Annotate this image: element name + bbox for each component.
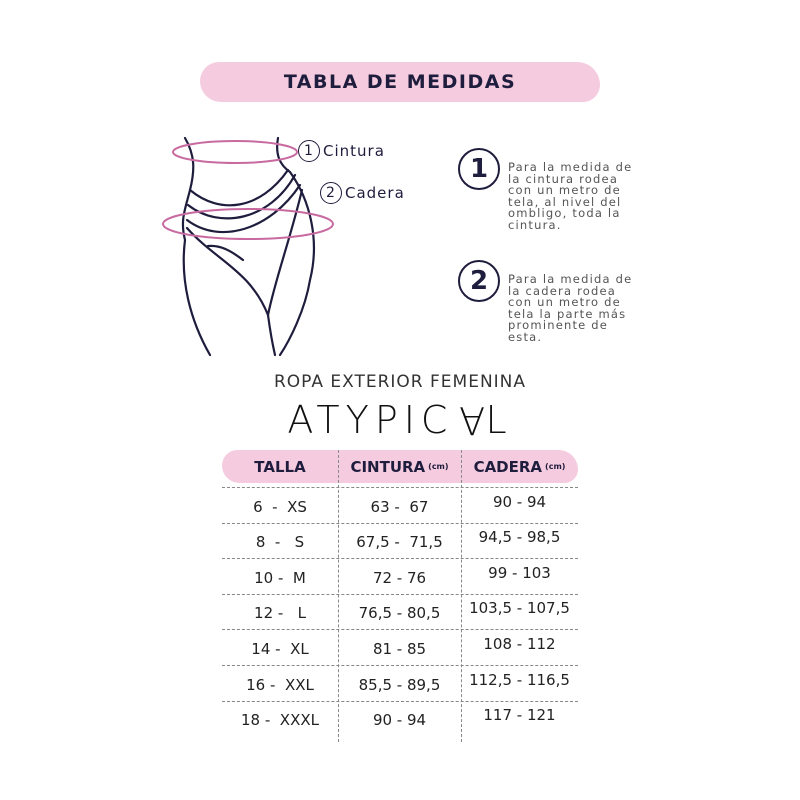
page-title: TABLA DE MEDIDAS	[283, 71, 517, 93]
title-banner: TABLA DE MEDIDAS	[200, 62, 600, 102]
row-separator	[222, 593, 578, 595]
instruction-text: Para la medida de la cintura rodea con u…	[508, 160, 633, 232]
column-divider	[461, 450, 462, 742]
header-unit: (cm)	[428, 462, 449, 471]
waist-cell: 67,5 - 71,5	[356, 533, 443, 552]
hip-cell: 112,5 - 116,5	[469, 670, 570, 689]
brand-text: L	[485, 398, 513, 442]
hip-cell: 117 - 121	[483, 706, 556, 725]
brand-text: ATYPIC	[287, 398, 454, 442]
brand-inverted-letter: A	[453, 398, 486, 442]
header-cadera: CADERA (cm)	[461, 450, 578, 483]
size-cell: 10 - M	[254, 568, 306, 587]
hip-cell: 108 - 112	[483, 634, 556, 653]
hip-cell: 99 - 103	[488, 563, 551, 582]
table-header-background	[222, 450, 578, 483]
waist-cell: 90 - 94	[372, 711, 427, 730]
number-two-circle-icon: 2	[320, 182, 342, 204]
label-cadera: 2 Cadera	[320, 182, 405, 204]
number-one-circle-icon: 1	[298, 140, 320, 162]
row-separator	[222, 629, 578, 631]
hip-cell: 94,5 - 98,5	[478, 528, 561, 547]
body-figure-illustration	[162, 136, 334, 357]
hip-cell: 103,5 - 107,5	[469, 599, 570, 618]
column-divider	[338, 450, 339, 742]
size-cell: 6 - XS	[253, 497, 307, 516]
label-cintura: 1 Cintura	[298, 140, 385, 162]
size-cell: 14 - XL	[251, 639, 309, 658]
label-text: Cadera	[345, 184, 405, 202]
subtitle: ROPA EXTERIOR FEMENINA	[273, 372, 527, 392]
number-two-circle-icon: 2	[458, 260, 500, 302]
number-one-circle-icon: 1	[458, 148, 500, 190]
instruction-text: Para la medida de la cadera rodea con un…	[508, 272, 633, 344]
size-cell: 12 - L	[254, 604, 306, 623]
waist-cell: 72 - 76	[372, 568, 427, 587]
row-separator	[222, 700, 578, 702]
waist-cell: 81 - 85	[372, 639, 427, 658]
row-separator	[222, 487, 578, 488]
header-unit: (cm)	[545, 462, 566, 471]
waist-cell: 76,5 - 80,5	[358, 604, 441, 623]
row-separator	[222, 558, 578, 560]
header-talla: TALLA	[222, 450, 338, 483]
instruction-1: 1 Para la medida de la cintura rodea con…	[458, 148, 643, 231]
header-label: CINTURA	[350, 457, 426, 476]
size-cell: 16 - XXL	[246, 675, 314, 694]
header-label: CADERA	[473, 457, 543, 476]
waist-cell: 85,5 - 89,5	[358, 675, 441, 694]
size-cell: 8 - S	[255, 533, 305, 552]
row-separator	[222, 522, 578, 524]
hip-cell: 90 - 94	[492, 492, 547, 511]
brand-logo: ATYPICAL	[0, 398, 800, 442]
label-text: Cintura	[323, 142, 385, 160]
size-cell: 18 - XXXL	[241, 711, 319, 730]
header-cintura: CINTURA (cm)	[338, 450, 461, 483]
header-label: TALLA	[254, 457, 306, 476]
row-separator	[222, 665, 578, 666]
waist-cell: 63 - 67	[370, 497, 429, 516]
instruction-2: 2 Para la medida de la cadera rodea con …	[458, 260, 643, 343]
